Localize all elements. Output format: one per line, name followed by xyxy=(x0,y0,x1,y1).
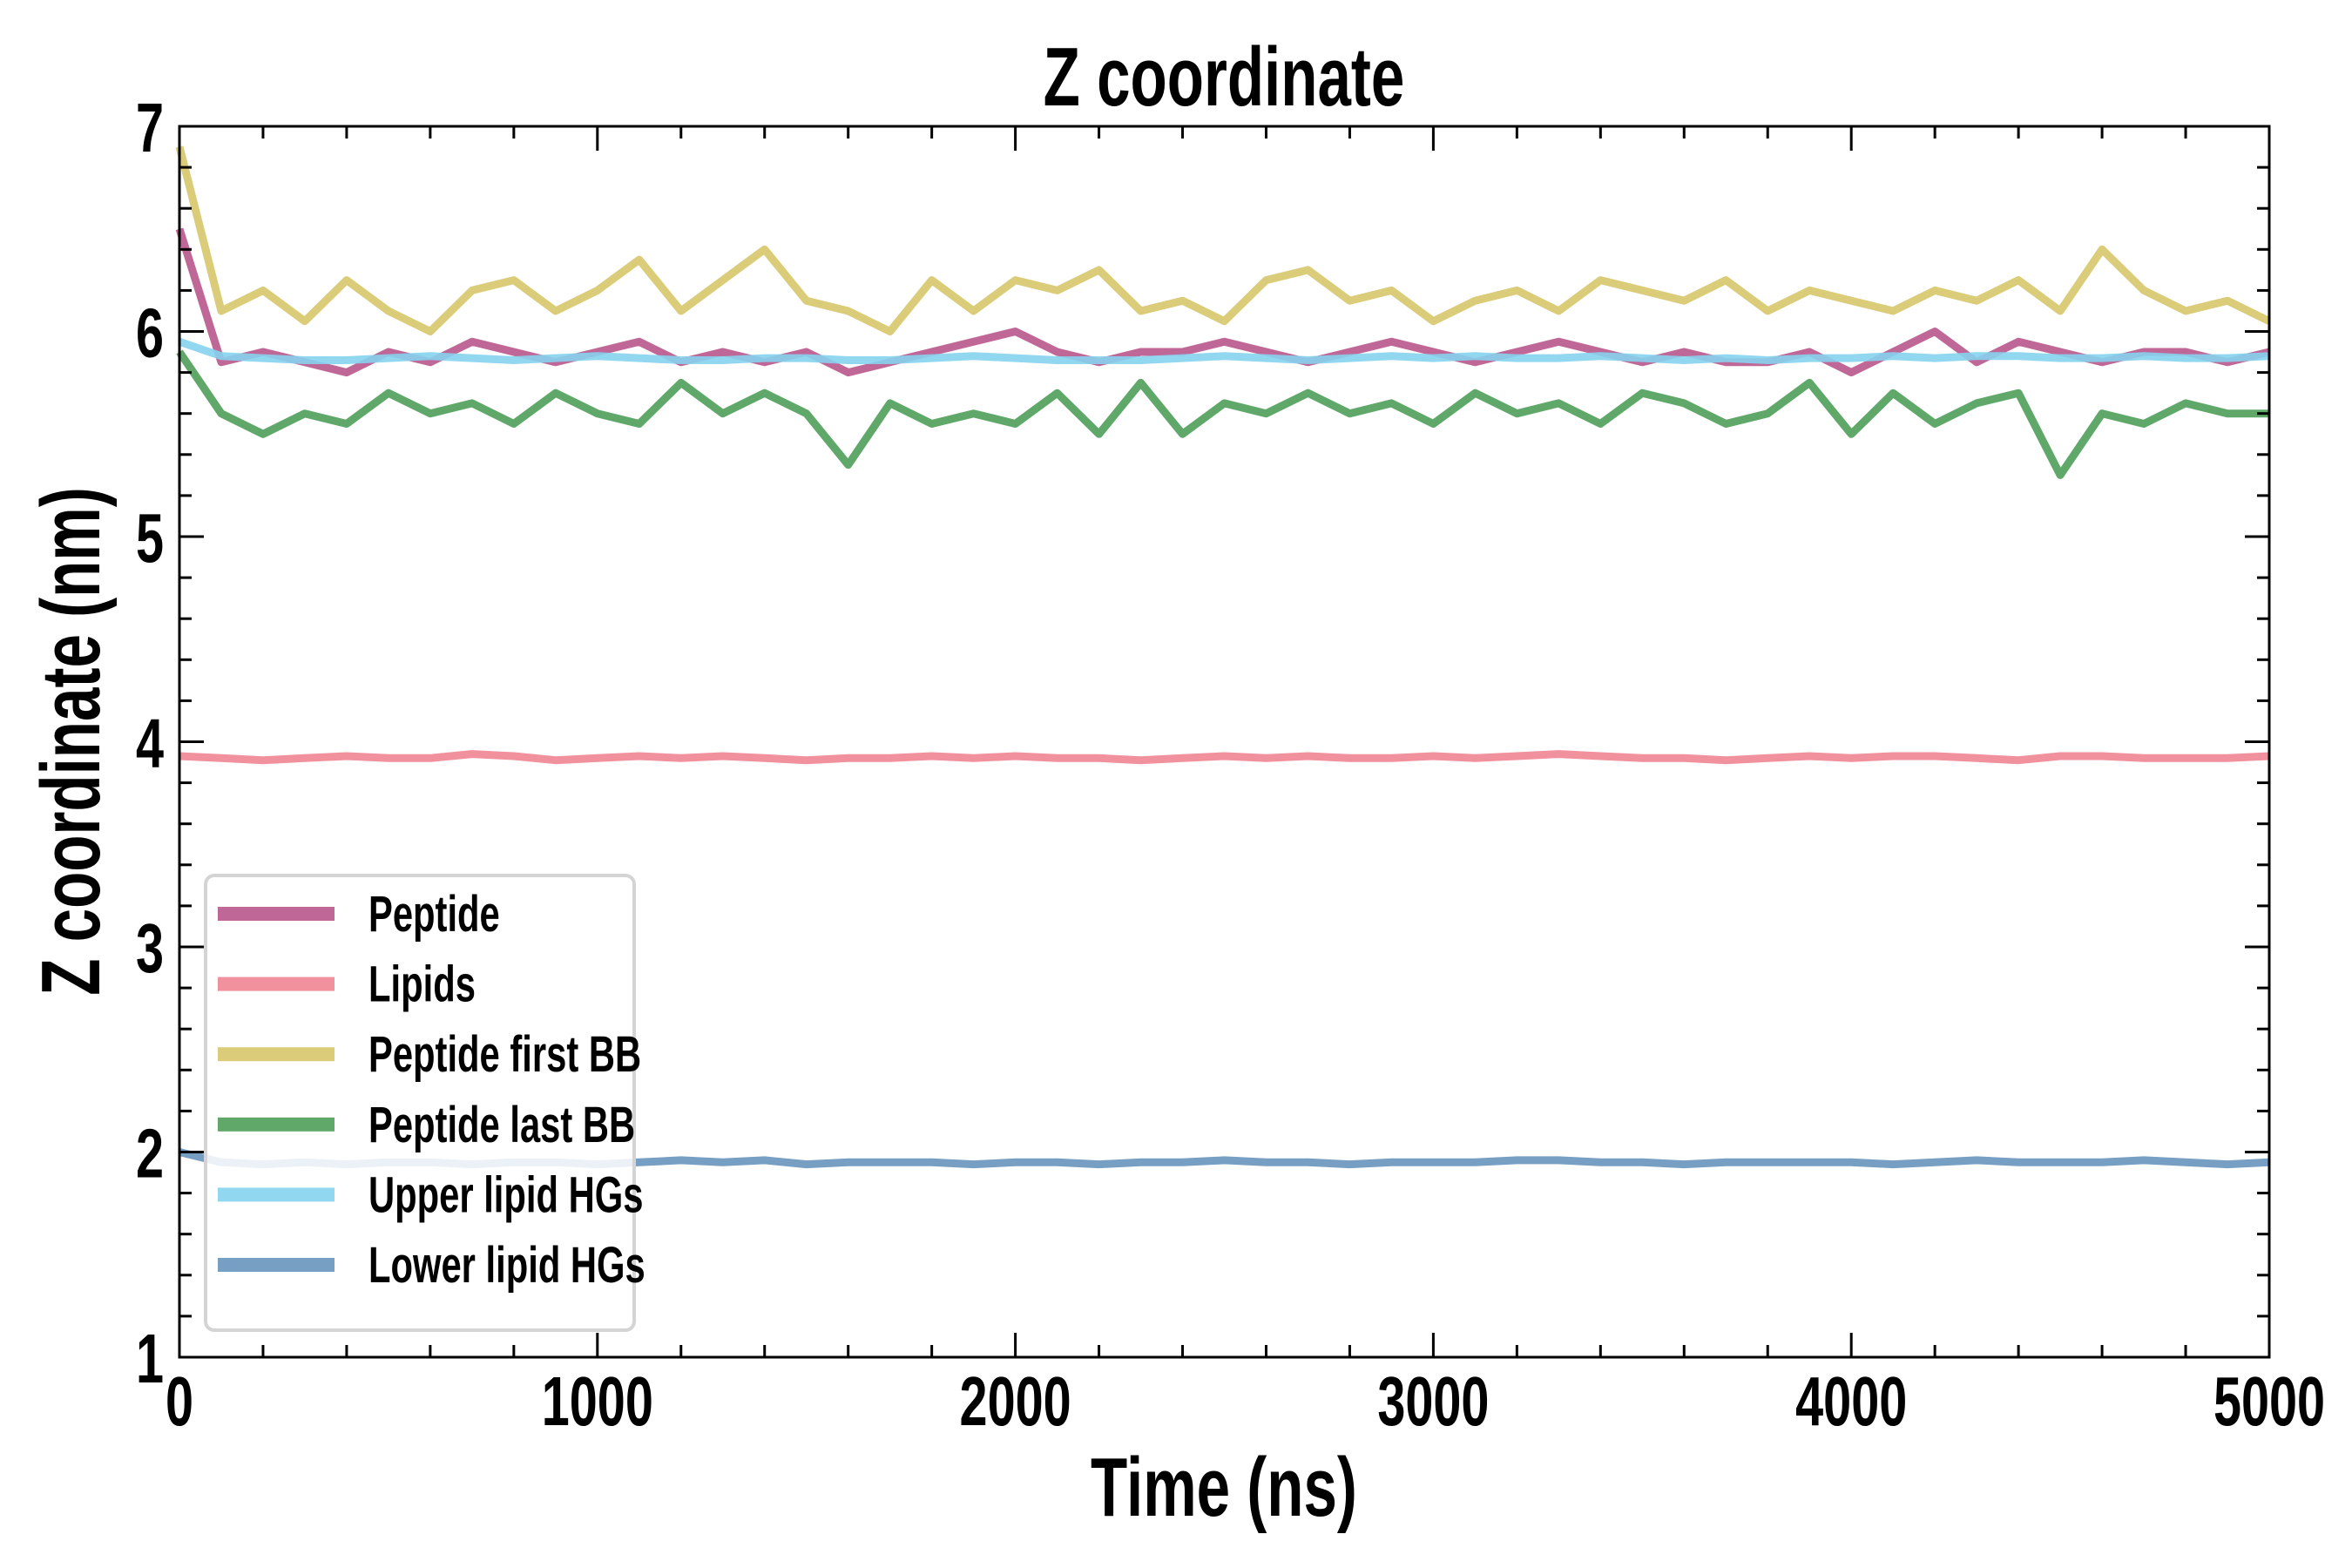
legend-label: Peptide xyxy=(368,885,500,942)
x-tick-label: 4000 xyxy=(1795,1362,1907,1441)
legend-item: Lipids xyxy=(218,956,476,1012)
legend-item: Peptide xyxy=(218,885,500,943)
legend-swatch xyxy=(218,977,335,991)
legend-label: Lipids xyxy=(368,956,476,1012)
series-line-peptide-first-bb xyxy=(175,145,2271,335)
legend-swatch xyxy=(218,1258,335,1272)
legend-item: Peptide first BB xyxy=(218,1025,641,1083)
x-tick-label: 1000 xyxy=(542,1362,653,1441)
legend-item: Peptide last BB xyxy=(218,1096,635,1152)
y-tick-label: 4 xyxy=(136,704,164,782)
legend-item: Upper lipid HGs xyxy=(218,1166,643,1223)
y-tick-label: 5 xyxy=(136,499,164,578)
y-tick-label: 1 xyxy=(136,1320,164,1398)
series-line-peptide-last-bb xyxy=(176,349,2269,479)
legend-swatch xyxy=(218,1117,335,1132)
series-line-lipids xyxy=(179,750,2270,765)
x-tick-label: 0 xyxy=(166,1362,193,1441)
chart-title: Z coordinate xyxy=(1044,30,1405,124)
legend-swatch xyxy=(218,1187,335,1202)
x-axis-label: Time (ns) xyxy=(1091,1440,1357,1534)
legend-item: Lower lipid HGs xyxy=(218,1236,645,1294)
legend-swatch xyxy=(218,1047,335,1062)
plot-frame xyxy=(178,125,2271,1359)
legend-label: Upper lipid HGs xyxy=(368,1166,643,1223)
series-line-upper-lipid-hgs xyxy=(178,338,2270,364)
y-tick-label: 3 xyxy=(136,909,164,988)
legend-label: Peptide last BB xyxy=(368,1096,635,1152)
x-tick-label: 3000 xyxy=(1377,1362,1489,1441)
series-line-peptide xyxy=(175,227,2271,377)
x-tick-label: 5000 xyxy=(2213,1362,2325,1441)
tick-labels: 0 1000 2000 3000 4000 5000 1 2 3 4 5 6 7 xyxy=(136,89,2325,1441)
x-tick-label: 2000 xyxy=(960,1362,1071,1441)
legend-label: Peptide first BB xyxy=(368,1025,641,1082)
legend-swatch xyxy=(218,907,335,921)
y-tick-label: 2 xyxy=(136,1114,164,1193)
legend: Peptide Lipids Peptide first BB Peptide las… xyxy=(204,874,645,1332)
legend-label: Lower lipid HGs xyxy=(368,1236,645,1293)
y-tick-label: 6 xyxy=(136,294,164,372)
y-tick-label: 7 xyxy=(136,89,164,167)
y-axis-label: Z coordinate (nm) xyxy=(24,487,118,996)
